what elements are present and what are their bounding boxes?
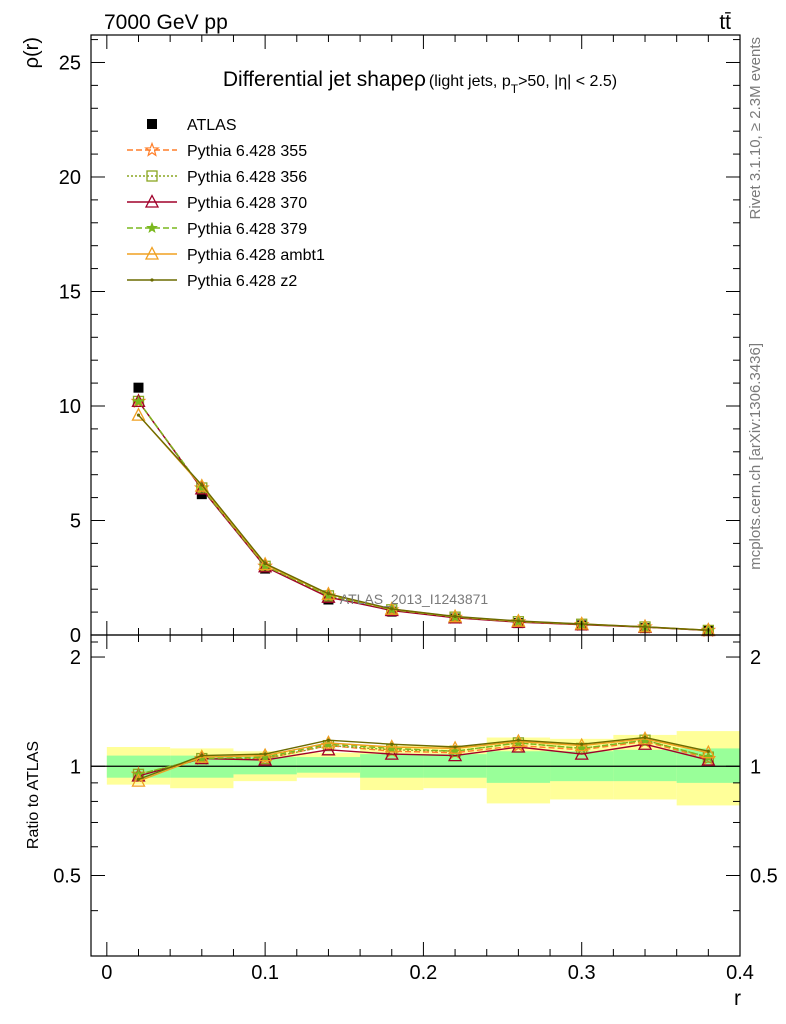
ratio-y-tick-label-right: 2	[750, 647, 761, 669]
band-green-6	[487, 751, 550, 783]
chart-title-text: Differential jet shape	[223, 68, 414, 91]
header-left: 7000 GeV pp	[104, 11, 228, 34]
ratio-point-5-9	[707, 750, 710, 753]
chart: 7000 GeV pp tt̄ 0510152025 ρ(r) Differen…	[0, 0, 786, 1024]
rivet-label: Rivet 3.1.10, ≥ 2.3M events	[747, 37, 764, 220]
y-tick-label: 10	[59, 396, 81, 418]
header-right: tt̄	[719, 11, 731, 34]
point-6-1	[200, 483, 203, 486]
point-6-3	[327, 592, 330, 595]
ratio-ylabel: Ratio to ATLAS	[25, 741, 42, 849]
x-tick-label: 0.2	[410, 962, 438, 984]
ratio-point-5-7	[580, 743, 583, 746]
point-6-0	[137, 414, 140, 417]
point-0-0	[133, 383, 143, 393]
point-6-2	[264, 562, 267, 565]
ratio-y-tick-label-right: 1	[750, 756, 761, 778]
y-tick-label: 25	[59, 52, 81, 74]
chart-title-symbol: ρ	[414, 68, 426, 91]
y-tick-label: 20	[59, 167, 81, 189]
ratio-point-5-8	[643, 736, 646, 739]
legend-marker-6	[150, 278, 153, 281]
legend-label-0: ATLAS	[187, 117, 237, 134]
ratio-point-5-0	[137, 778, 140, 781]
legend-label-4: Pythia 6.428 379	[187, 221, 307, 238]
ratio-point-5-2	[264, 753, 267, 756]
x-tick-label: 0.1	[251, 962, 279, 984]
band-green-3	[297, 757, 360, 773]
ratio-y-tick-label: 0.5	[53, 865, 81, 887]
y-tick-label: 0	[70, 625, 81, 647]
ratio-y-tick-label: 2	[70, 647, 81, 669]
legend-label-2: Pythia 6.428 356	[187, 169, 307, 186]
ratio-xlabel: r	[734, 987, 741, 1010]
mcplots-label: mcplots.cern.ch [arXiv:1306.3436]	[747, 343, 764, 570]
x-tick-label: 0.4	[726, 962, 754, 984]
point-6-4	[390, 607, 393, 610]
x-tick-label: 0	[101, 962, 112, 984]
legend-label-3: Pythia 6.428 370	[187, 195, 307, 212]
y-tick-label: 15	[59, 281, 81, 303]
ratio-point-5-1	[200, 754, 203, 757]
ratio-point-5-6	[517, 739, 520, 742]
point-6-6	[517, 619, 520, 622]
ratio-point-5-3	[327, 739, 330, 742]
ratio-y-tick-label: 1	[70, 756, 81, 778]
main-ylabel: ρ(r)	[21, 37, 43, 68]
background	[0, 0, 786, 1024]
legend-label-5: Pythia 6.428 ambt1	[187, 247, 325, 264]
ratio-point-5-4	[390, 743, 393, 746]
legend-label-6: Pythia 6.428 z2	[187, 273, 297, 290]
legend-label-1: Pythia 6.428 355	[187, 143, 307, 160]
y-tick-label: 5	[70, 510, 81, 532]
x-tick-label: 0.3	[568, 962, 596, 984]
legend-marker-0	[147, 119, 157, 129]
ratio-y-tick-label-right: 0.5	[750, 865, 778, 887]
watermark: ATLAS_2013_I1243871	[340, 591, 489, 607]
ratio-point-5-5	[453, 745, 456, 748]
point-6-8	[643, 625, 646, 628]
point-6-5	[453, 615, 456, 618]
band-green-8	[613, 750, 676, 781]
